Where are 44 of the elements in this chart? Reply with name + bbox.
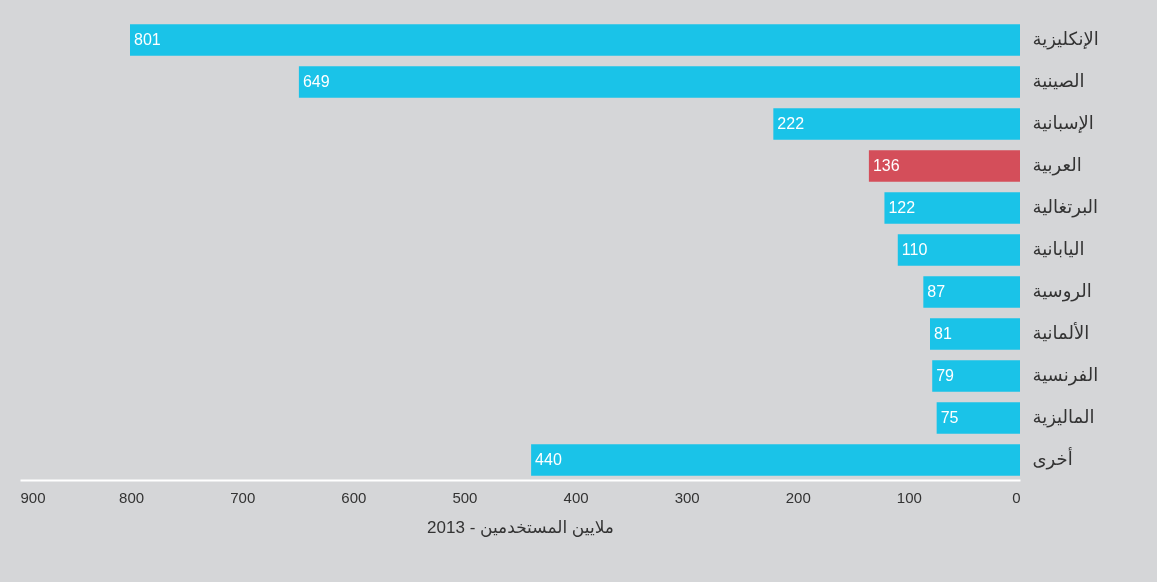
x-tick-label: 500 bbox=[452, 488, 478, 506]
bar bbox=[897, 234, 1020, 266]
data-label: 440 bbox=[535, 451, 562, 469]
data-label: 222 bbox=[777, 114, 805, 132]
x-tick-label: 400 bbox=[563, 488, 589, 506]
y-tick-label: البرتغالية bbox=[1032, 196, 1099, 218]
x-tick-label: 600 bbox=[341, 488, 367, 506]
data-label: 649 bbox=[302, 72, 330, 90]
bar bbox=[884, 192, 1020, 224]
x-tick-label: 0 bbox=[1012, 488, 1021, 506]
data-label: 81 bbox=[934, 325, 952, 343]
bar bbox=[130, 24, 1020, 56]
data-label: 122 bbox=[888, 198, 916, 216]
y-tick-label: العربية bbox=[1032, 154, 1082, 176]
x-tick-label: 100 bbox=[896, 488, 922, 506]
x-tick-label: 800 bbox=[119, 488, 145, 506]
y-tick-label: الإنكليزية bbox=[1032, 28, 1099, 50]
x-tick-label: 200 bbox=[785, 488, 811, 506]
bar bbox=[936, 402, 1020, 434]
y-tick-label: الألمانية bbox=[1032, 322, 1090, 344]
bar bbox=[868, 150, 1020, 182]
y-tick-label: اليابانية bbox=[1032, 239, 1085, 259]
data-label: 75 bbox=[940, 409, 959, 427]
x-tick-label: 700 bbox=[230, 488, 256, 506]
y-tick-label: أخرى bbox=[1032, 447, 1073, 471]
x-tick-label: 300 bbox=[674, 488, 700, 506]
data-label: 136 bbox=[872, 156, 900, 174]
y-tick-label: الإسبانية bbox=[1032, 112, 1094, 133]
y-tick-label: الماليزية bbox=[1032, 407, 1095, 429]
y-tick-label: الصينية bbox=[1032, 70, 1085, 91]
y-tick-label: الروسية bbox=[1032, 281, 1092, 303]
bar bbox=[930, 318, 1020, 350]
data-label: 110 bbox=[901, 241, 928, 258]
x-axis-title: ملايين المستخدمين - 2013 bbox=[427, 517, 614, 537]
y-tick-label: الفرنسية bbox=[1032, 365, 1099, 387]
bar bbox=[531, 444, 1020, 476]
bar bbox=[932, 360, 1020, 392]
data-label: 87 bbox=[927, 283, 946, 301]
x-tick-label: 900 bbox=[20, 488, 46, 506]
bar bbox=[773, 108, 1020, 140]
bar bbox=[923, 276, 1020, 308]
bar bbox=[298, 66, 1020, 98]
data-label: 801 bbox=[134, 30, 161, 48]
data-label: 79 bbox=[936, 367, 955, 385]
